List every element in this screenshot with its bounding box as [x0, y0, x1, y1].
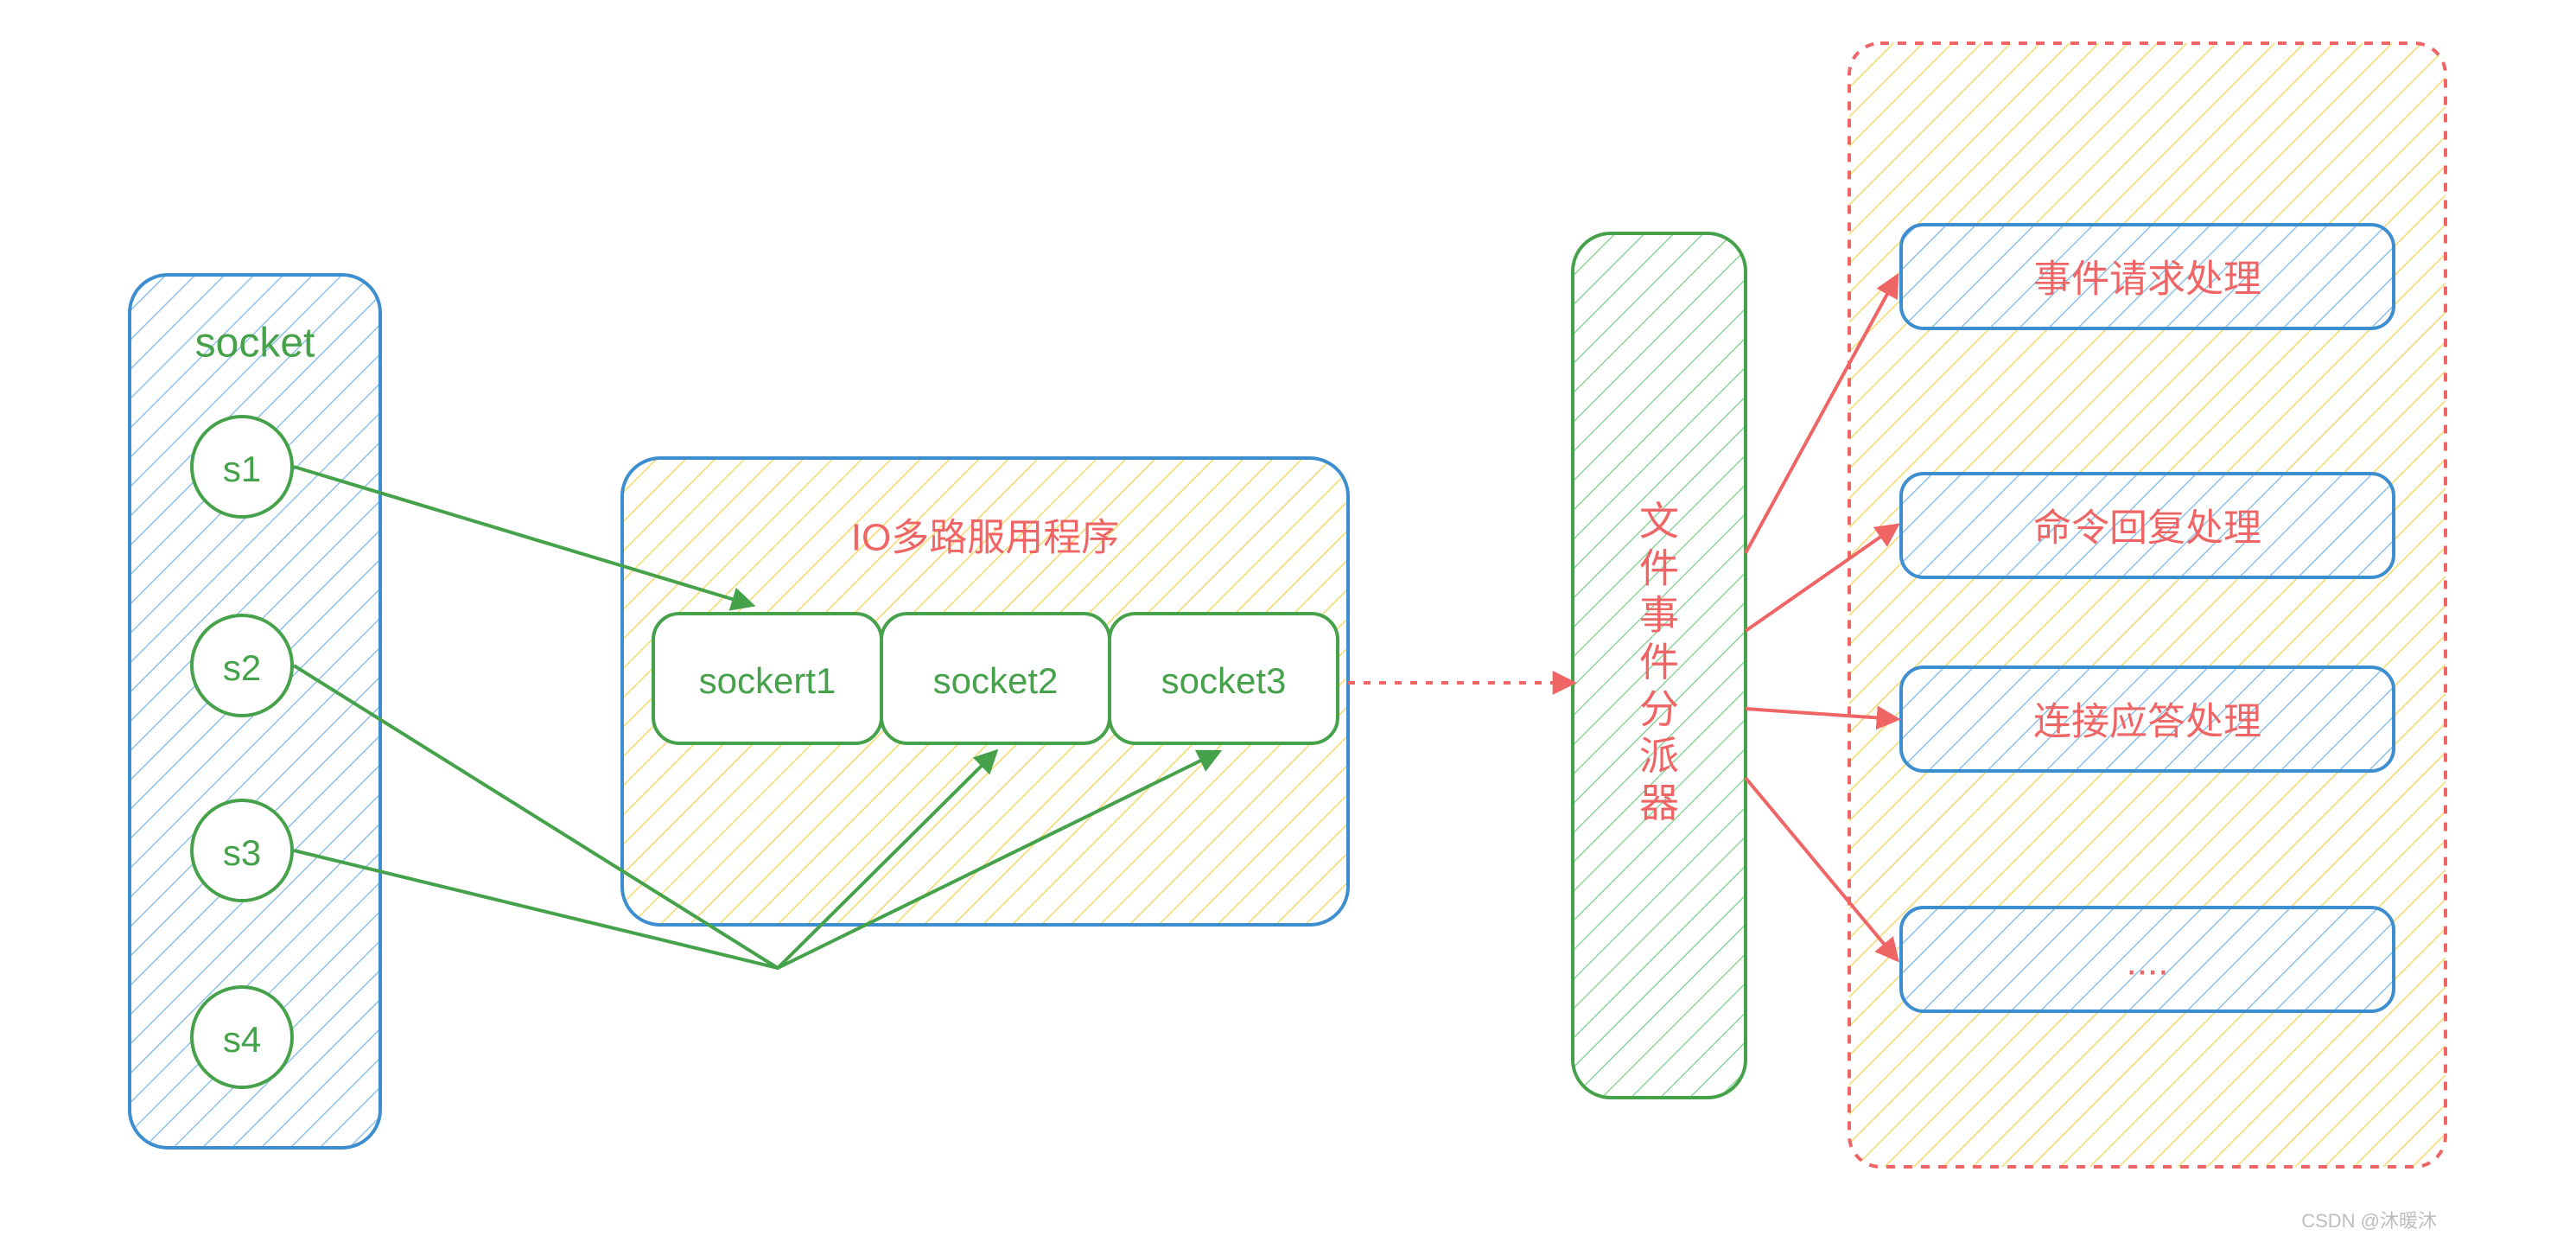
socket-circle-1-label: s1 — [223, 449, 261, 489]
io-queue-cell-2-label: socket2 — [933, 660, 1059, 701]
io-queue-cell-1-label: sockert1 — [699, 660, 836, 701]
handler-box-4-label: .... — [2127, 941, 2169, 984]
socket-circle-3-label: s3 — [223, 832, 261, 873]
io-multiplex-title: IO多路服用程序 — [851, 517, 1119, 559]
watermark: CSDN @沐暖沐 — [2301, 1210, 2437, 1232]
socket-panel-title: socket — [195, 321, 315, 366]
handler-box-2-label: 命令回复处理 — [2033, 507, 2261, 550]
handler-box-1-label: 事件请求处理 — [2033, 258, 2261, 301]
socket-circle-4-label: s4 — [223, 1019, 261, 1060]
handler-box-3-label: 连接应答处理 — [2033, 701, 2261, 743]
socket-circle-2-label: s2 — [223, 647, 261, 688]
io-queue-cell-3-label: socket3 — [1161, 660, 1287, 701]
dispatcher-label: 文件事件分派器 — [1639, 499, 1679, 825]
